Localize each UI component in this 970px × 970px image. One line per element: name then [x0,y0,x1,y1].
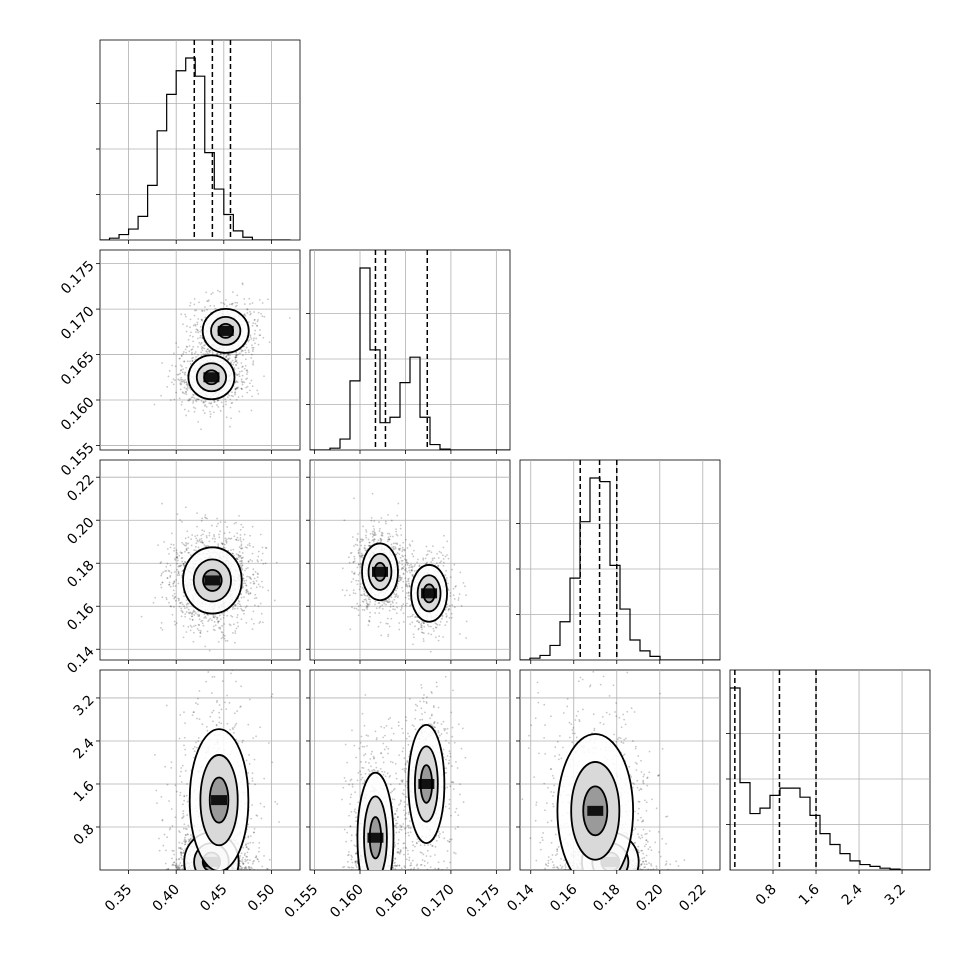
joint-panel-1-2 [306,459,511,664]
x-tick-label: 0.50 [245,882,278,915]
y-tick-label: 0.165 [58,349,98,389]
x-tick-label: 2.4 [839,881,866,908]
y-tick-label: 0.155 [58,440,98,480]
y-tick-label: 0.14 [64,644,97,677]
y-tick-label: 0.170 [58,303,98,343]
y-tick-label: 0.175 [58,258,98,298]
contour-line [407,723,446,845]
x-tick-label: 0.35 [102,882,135,915]
y-tick-label: 0.8 [71,821,98,848]
contour-line [410,564,448,623]
contour-line [182,546,243,615]
histogram-step-3 [730,687,930,870]
x-tick-label: 0.155 [282,882,322,922]
density-peak [211,795,228,806]
contour-line [363,795,388,870]
panel-frame [99,39,301,241]
joint-panel-0-2 [96,459,301,664]
y-tick-label: 0.18 [64,558,97,591]
contour-line [570,761,621,861]
contour-line [356,771,395,870]
density-peak [418,778,435,789]
contour-line [368,816,383,860]
contour-line [208,776,230,824]
contour-line [422,583,436,604]
panel-frame [309,249,511,451]
contour-line [416,574,442,613]
x-tick-label: 0.18 [590,882,623,915]
contour-line [187,354,236,401]
hist-panel-2 [516,459,721,664]
contour-line [188,728,250,870]
x-tick-label: 0.16 [547,881,580,914]
density-peak [367,832,384,843]
x-tick-label: 0.170 [418,882,458,922]
density-peak [372,566,388,577]
joint-panel-0-1 [96,249,301,454]
panel-frame [309,459,511,661]
hist-panel-3 [726,669,931,874]
x-tick-label: 0.165 [373,882,413,922]
contour-line [217,323,234,339]
contour-line [582,785,609,837]
contour-line [199,754,239,847]
density-peak [204,575,221,586]
contour-line [195,362,227,393]
y-tick-label: 3.2 [71,692,98,719]
contour-line [201,308,250,354]
density-peak [217,325,234,336]
density-peak [587,805,604,816]
hist-panel-1 [306,249,511,454]
contour-line [373,561,387,582]
joint-panel-0-3 [96,669,301,874]
y-tick-label: 0.160 [58,394,98,434]
histogram-step-0 [100,57,291,240]
y-tick-label: 0.20 [64,515,97,548]
joint-panel-1-3 [306,669,511,874]
contour-line [210,316,242,346]
contour-line [202,568,223,592]
contour-line [419,764,433,804]
density-peak [203,372,220,383]
x-tick-label: 0.22 [676,882,709,915]
x-tick-label: 0.175 [464,882,504,922]
contour-line [203,369,220,386]
density-peak [421,588,438,599]
histogram-step-1 [310,267,510,450]
panel-frame [99,249,301,451]
x-tick-label: 0.14 [504,881,537,914]
x-tick-label: 0.20 [633,882,666,915]
x-tick-label: 0.8 [753,882,780,909]
y-tick-label: 0.16 [64,601,97,634]
contour-line [414,745,439,823]
x-tick-label: 0.40 [150,882,183,915]
y-tick-label: 1.6 [71,778,98,805]
contour-line [361,542,399,602]
x-tick-label: 0.45 [197,882,230,915]
panel-frame [519,459,721,661]
histogram-step-2 [520,477,720,660]
hist-panel-0 [96,39,301,244]
contour-line [192,558,232,603]
contour-line [556,733,635,870]
y-tick-label: 2.4 [71,735,98,762]
x-tick-label: 0.160 [327,882,367,922]
joint-panel-2-3 [516,669,721,874]
x-tick-label: 1.6 [796,881,823,908]
x-tick-label: 3.2 [882,882,909,909]
contour-line [367,552,393,591]
